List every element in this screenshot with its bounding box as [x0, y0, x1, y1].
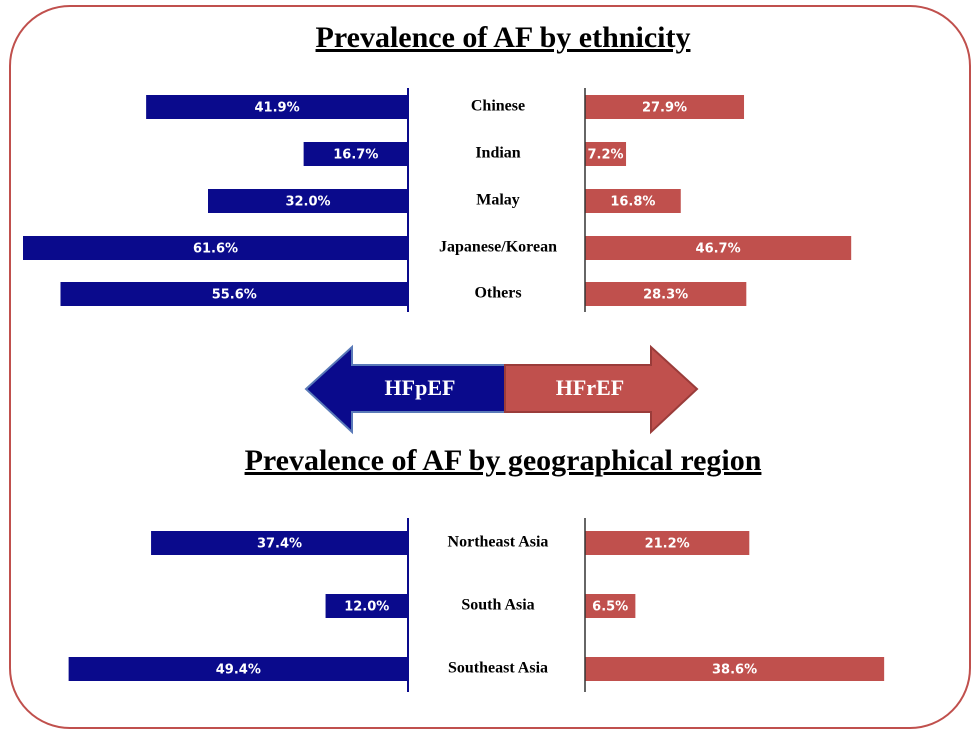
- bar: [585, 594, 636, 618]
- value-label: 38.6%: [712, 663, 757, 678]
- legend-hfpef: HFpEF: [385, 375, 456, 400]
- value-label: 49.4%: [216, 663, 261, 678]
- category-label: Chinese: [471, 98, 525, 115]
- value-label: 12.0%: [344, 600, 389, 615]
- chart-title: Prevalence of AF by geographical region: [245, 444, 762, 477]
- bar: [325, 594, 408, 618]
- bar: [146, 95, 408, 119]
- bar: [68, 657, 408, 681]
- bar: [303, 142, 408, 166]
- value-label: 7.2%: [587, 148, 623, 163]
- bar: [585, 657, 885, 681]
- value-label: 32.0%: [285, 195, 330, 210]
- bar: [585, 236, 852, 260]
- value-label: 16.8%: [610, 195, 655, 210]
- legend-hfref: HFrEF: [556, 375, 624, 400]
- hfref-arrow: [504, 344, 699, 435]
- bar: [585, 95, 745, 119]
- value-label: 46.7%: [696, 242, 741, 257]
- category-label: South Asia: [461, 597, 534, 614]
- value-label: 61.6%: [193, 242, 238, 257]
- value-label: 37.4%: [257, 537, 302, 552]
- value-label: 55.6%: [212, 288, 257, 303]
- value-label: 16.7%: [333, 148, 378, 163]
- value-label: 27.9%: [642, 101, 687, 116]
- category-label: Northeast Asia: [448, 534, 549, 551]
- bar: [23, 236, 408, 260]
- category-label: Others: [474, 285, 521, 302]
- bar: [585, 282, 747, 306]
- value-label: 28.3%: [643, 288, 688, 303]
- bar: [151, 531, 408, 555]
- category-label: Southeast Asia: [448, 660, 548, 677]
- bar: [585, 142, 627, 166]
- chart-title: Prevalence of AF by ethnicity: [316, 21, 691, 54]
- value-label: 6.5%: [592, 600, 628, 615]
- value-label: 41.9%: [255, 101, 300, 116]
- category-label: Malay: [476, 192, 520, 209]
- bar: [585, 189, 681, 213]
- bar: [585, 531, 750, 555]
- value-label: 21.2%: [645, 537, 690, 552]
- category-label: Japanese/Korean: [439, 239, 557, 256]
- category-label: Indian: [475, 145, 520, 162]
- bar: [60, 282, 408, 306]
- bar: [208, 189, 408, 213]
